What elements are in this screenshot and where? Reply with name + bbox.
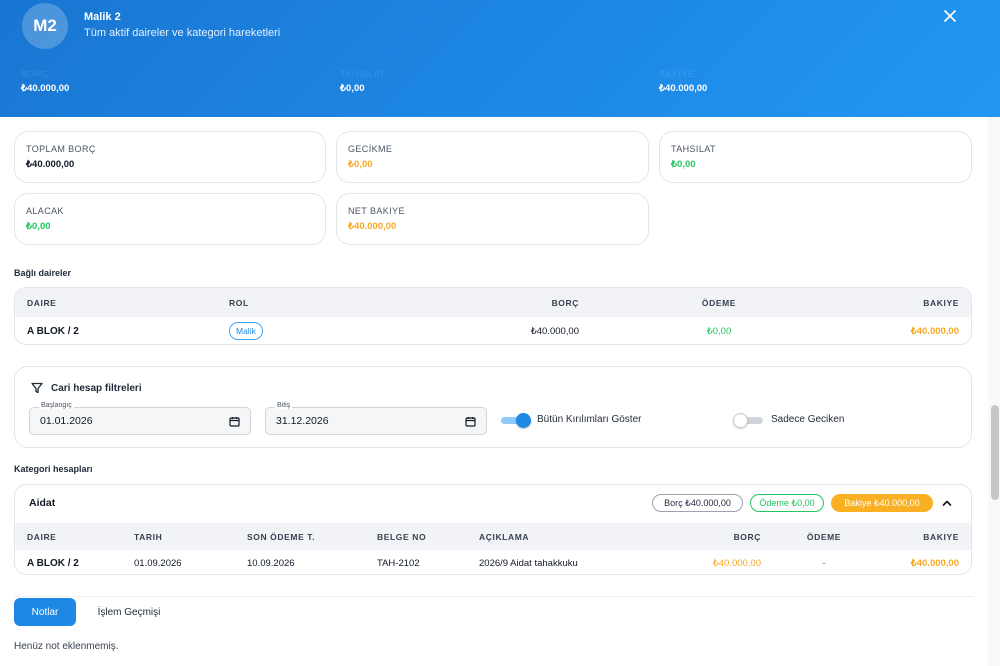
notes-empty-text: Henüz not eklenmemiş. [14, 641, 119, 652]
column-header-borc: BORÇ [551, 297, 579, 308]
table-header: DAIRE TARIH SON ÖDEME T. BELGE NO AÇIKLA… [15, 523, 971, 550]
tab-notes[interactable]: Notlar [14, 598, 76, 626]
cell-aciklama: 2026/9 Aidat tahakkuku [479, 557, 578, 569]
only-late-toggle[interactable] [733, 413, 763, 428]
column-header-rol: ROL [229, 297, 249, 308]
summary-card-alacak: ALACAK ₺0,00 [14, 193, 326, 245]
chip-bakiye: Bakiye ₺40.000,00 [831, 494, 933, 512]
cell-daire: A BLOK / 2 [27, 325, 79, 337]
start-date-label: Başlangıç [39, 402, 74, 409]
chip-borc: Borç ₺40.000,00 [652, 494, 743, 512]
linked-units-table: DAIRE ROL BORÇ ÖDEME BAKIYE A BLOK / 2 M… [14, 287, 972, 345]
role-badge: Malik [229, 317, 263, 344]
header-stat-value: ₺0,00 [340, 83, 365, 94]
card-label: ALACAK [26, 206, 64, 216]
header-stat-label: BORÇ [21, 69, 50, 79]
cell-odeme: ₺0,00 [706, 325, 732, 337]
linked-units-title: Bağlı daireler [14, 268, 72, 278]
cell-borc: ₺40.000,00 [712, 557, 761, 569]
header-stat-tahsilat: TAHSİLAT ₺0,00 [340, 69, 386, 94]
account-filters-panel: Cari hesap filtreleri Başlangıç 01.01.20… [14, 366, 972, 448]
column-header-bakiye: BAKIYE [923, 297, 959, 308]
scrollbar-thumb[interactable] [991, 405, 999, 500]
header-stat-label: BAKİYE [659, 69, 695, 79]
show-all-breakdowns-toggle[interactable] [501, 413, 531, 428]
only-late-label: Sadece Geciken [771, 414, 845, 425]
summary-card-tahsilat: TAHSILAT ₺0,00 [659, 131, 972, 183]
show-all-breakdowns-label: Bütün Kırılımları Göster [537, 414, 642, 425]
cell-odeme: - [822, 557, 826, 569]
card-label: NET BAKIYE [348, 206, 405, 216]
cell-tarih: 01.09.2026 [134, 557, 182, 569]
column-header-daire: DAIRE [27, 531, 57, 542]
role-badge-label: Malik [229, 322, 263, 340]
table-row[interactable]: A BLOK / 2 Malik ₺40.000,00 ₺0,00 ₺40.00… [15, 317, 971, 344]
summary-card-toplam-borc: TOPLAM BORÇ ₺40.000,00 [14, 131, 326, 183]
toggle-knob [733, 413, 748, 428]
end-date-label: Bitiş [275, 402, 293, 409]
cell-borc: ₺40.000,00 [530, 325, 579, 337]
column-header-borc: BORÇ [733, 531, 761, 542]
header-stat-value: ₺40.000,00 [21, 83, 70, 94]
chip-odeme: Ödeme ₺0,00 [750, 494, 824, 512]
cell-son-odeme: 10.09.2026 [247, 557, 295, 569]
card-value: ₺0,00 [671, 159, 696, 170]
start-date-input[interactable]: Başlangıç 01.01.2026 [29, 402, 251, 435]
column-header-odeme: ÖDEME [701, 297, 737, 308]
owner-header: M2 Malik 2 Tüm aktif daireler ve kategor… [0, 0, 1000, 117]
summary-card-net-bakiye: NET BAKIYE ₺40.000,00 [336, 193, 649, 245]
column-header-belge-no: BELGE NO [377, 531, 427, 542]
summary-card-gecikme: GECİKME ₺0,00 [336, 131, 649, 183]
owner-subtitle: Tüm aktif daireler ve kategori hareketle… [84, 27, 281, 39]
cell-belge-no: TAH-2102 [377, 557, 420, 569]
card-label: TAHSILAT [671, 144, 716, 154]
end-date-input[interactable]: Bitiş 31.12.2026 [265, 402, 487, 435]
tabs-divider [14, 596, 974, 597]
filters-title: Cari hesap filtreleri [51, 383, 142, 394]
column-header-tarih: TARIH [134, 531, 163, 542]
cell-bakiye: ₺40.000,00 [910, 325, 959, 337]
header-stat-value: ₺40.000,00 [659, 83, 708, 94]
tab-history[interactable]: İşlem Geçmişi [97, 606, 161, 618]
header-stat-label: TAHSİLAT [340, 69, 386, 79]
category-accordion-aidat: Aidat Borç ₺40.000,00 Ödeme ₺0,00 Bakiye… [14, 484, 972, 575]
card-value: ₺40.000,00 [26, 159, 75, 170]
column-header-odeme: ÖDEME [806, 531, 842, 542]
owner-title: Malik 2 [84, 11, 121, 23]
card-value: ₺0,00 [348, 159, 373, 170]
card-value: ₺40.000,00 [348, 221, 397, 232]
column-header-aciklama: AÇIKLAMA [479, 531, 530, 542]
cell-bakiye: ₺40.000,00 [910, 557, 959, 569]
table-header: DAIRE ROL BORÇ ÖDEME BAKIYE [15, 288, 971, 317]
card-value: ₺0,00 [26, 221, 51, 232]
card-label: TOPLAM BORÇ [26, 144, 96, 154]
header-stat-borc: BORÇ ₺40.000,00 [21, 69, 69, 94]
accordion-title[interactable]: Aidat [29, 497, 56, 509]
card-label: GECİKME [348, 144, 393, 154]
cell-daire: A BLOK / 2 [27, 557, 79, 569]
calendar-icon[interactable] [229, 416, 240, 427]
chevron-up-icon[interactable] [941, 497, 953, 509]
close-icon[interactable] [940, 6, 960, 26]
category-accounts-title: Kategori hesapları [14, 464, 93, 474]
column-header-son-odeme: SON ÖDEME T. [247, 531, 316, 542]
avatar: M2 [22, 3, 68, 49]
filter-icon [31, 382, 43, 394]
start-date-value: 01.01.2026 [40, 415, 93, 427]
table-row[interactable]: A BLOK / 2 01.09.2026 10.09.2026 TAH-210… [15, 550, 971, 574]
header-stat-bakiye: BAKİYE ₺40.000,00 [659, 69, 707, 94]
end-date-value: 31.12.2026 [276, 415, 329, 427]
column-header-daire: DAIRE [27, 297, 57, 308]
column-header-bakiye: BAKIYE [923, 531, 959, 542]
calendar-icon[interactable] [465, 416, 476, 427]
toggle-track [733, 417, 763, 424]
toggle-knob [516, 413, 531, 428]
scrollbar-track[interactable] [988, 117, 1000, 666]
